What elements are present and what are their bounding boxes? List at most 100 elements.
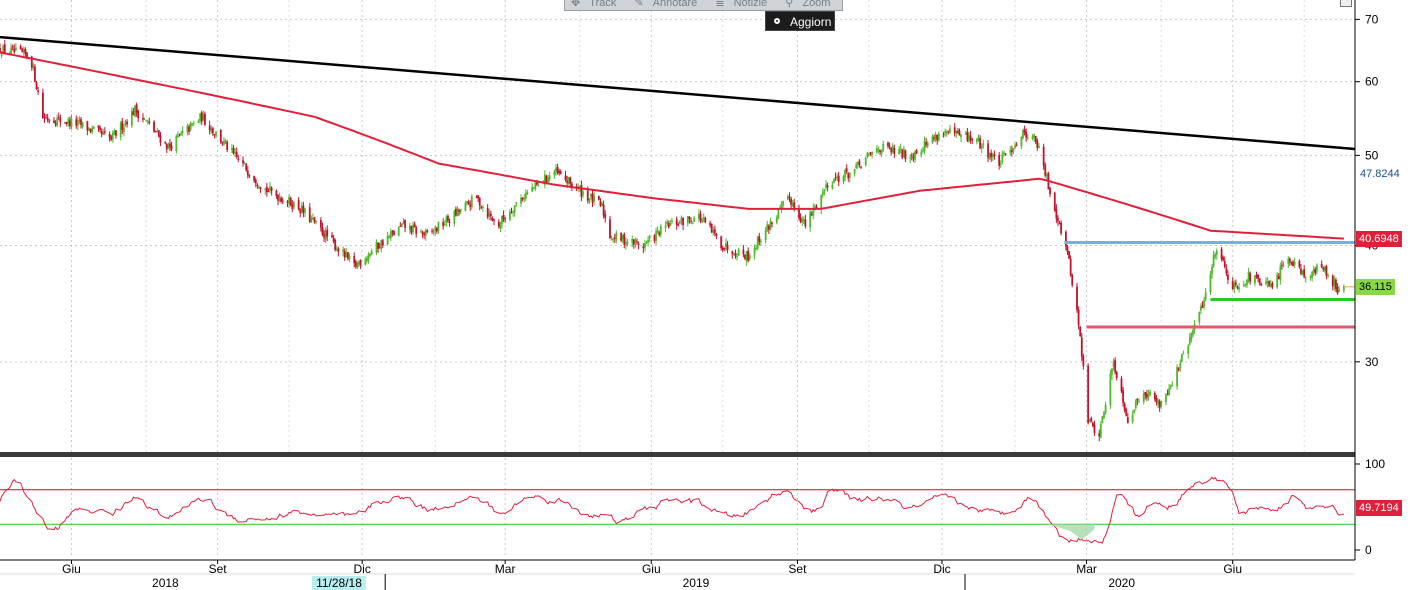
candle-body — [1091, 422, 1094, 426]
candle-body — [70, 118, 73, 128]
candle-body — [197, 121, 200, 123]
candle-body — [678, 221, 681, 224]
candle-body — [1023, 129, 1026, 133]
candle-body — [1204, 292, 1207, 300]
candle-body — [1109, 373, 1112, 406]
candle-body — [399, 226, 402, 228]
candle-body — [358, 261, 360, 265]
candle-body — [982, 143, 985, 146]
candle-body — [920, 151, 923, 155]
candle-body — [1004, 153, 1007, 155]
candle-body — [667, 223, 670, 228]
candle-body — [999, 163, 1002, 165]
update-button[interactable]: Aggiorn — [765, 11, 835, 31]
rsi-line[interactable] — [0, 476, 1345, 544]
candle-body — [115, 130, 117, 136]
candle-body — [799, 217, 802, 223]
candle-body — [1087, 365, 1090, 423]
candle-body — [713, 229, 716, 234]
candle-body — [923, 141, 926, 151]
candle-body — [1298, 261, 1301, 267]
candle-body — [11, 46, 14, 48]
candle-body — [966, 131, 969, 141]
candle-body — [931, 136, 934, 143]
collapse-icon[interactable] — [1340, 0, 1352, 7]
candle-body — [904, 150, 907, 160]
candle-body — [637, 244, 640, 246]
candle-body — [1064, 231, 1067, 247]
news-button[interactable]: ≣ Notizie — [715, 0, 768, 9]
price-panel[interactable] — [0, 35, 1356, 442]
candle-body — [213, 134, 216, 136]
candle-body — [599, 201, 602, 207]
track-button[interactable]: ✥ Track — [571, 0, 617, 9]
candle-body — [1169, 385, 1172, 388]
candle-body — [512, 211, 514, 213]
annotate-button[interactable]: ✎ Annotare — [634, 0, 698, 9]
candle-body — [520, 197, 522, 204]
candle-body — [1066, 246, 1069, 252]
x-tick-label: Giu — [1223, 562, 1242, 576]
candle-body — [402, 221, 405, 224]
candle-body — [875, 148, 878, 153]
candle-body — [208, 125, 211, 131]
candle-body — [620, 232, 623, 241]
candle-body — [393, 231, 395, 235]
candle-body — [1265, 281, 1267, 284]
candle-body — [389, 232, 392, 239]
rsi-y-tick-label: 0 — [1365, 543, 1372, 557]
candle-body — [65, 122, 68, 125]
candle-body — [1071, 274, 1074, 286]
candle-body — [655, 231, 657, 241]
candle-body — [1338, 290, 1341, 292]
candle-body — [246, 170, 249, 176]
candle-body — [30, 56, 33, 68]
candle-body — [46, 117, 49, 120]
candle-body — [987, 143, 989, 158]
candle-body — [558, 171, 561, 174]
candle-body — [1101, 416, 1104, 423]
last-price-tag: 36.115 — [1356, 278, 1395, 295]
candle-body — [381, 240, 384, 246]
candle-body — [1266, 280, 1269, 284]
panel-divider[interactable] — [0, 452, 1355, 457]
moving-average-line[interactable] — [0, 51, 1344, 240]
candle-body — [0, 54, 3, 56]
candle-body — [259, 187, 262, 189]
candle-body — [780, 203, 783, 209]
candle-body — [734, 253, 737, 256]
candle-body — [148, 121, 151, 123]
candle-body — [14, 47, 17, 51]
candle-body — [1042, 146, 1045, 166]
candle-body — [715, 233, 718, 236]
candle-body — [264, 188, 267, 191]
candle-body — [1231, 281, 1234, 290]
candle-body — [626, 242, 629, 244]
candle-body — [1153, 392, 1156, 400]
candle-body — [844, 170, 846, 178]
candle-body — [836, 177, 839, 179]
candle-body — [1271, 283, 1274, 288]
x-year-label: 2018 — [152, 576, 179, 590]
candle-body — [831, 184, 834, 189]
candle-body — [156, 130, 159, 133]
candle-body — [1187, 345, 1190, 354]
candle-body — [1223, 260, 1226, 267]
candle-body — [1165, 394, 1167, 403]
rsi-panel[interactable] — [0, 476, 1355, 544]
candle-body — [445, 216, 448, 223]
candle-body — [1022, 130, 1024, 139]
radio-icon — [774, 18, 780, 24]
candle-body — [41, 92, 44, 118]
trendline[interactable] — [0, 35, 1356, 151]
candle-body — [324, 230, 327, 240]
zoom-button[interactable]: ⚲ Zoom — [785, 0, 831, 9]
candle-body — [497, 221, 500, 227]
candle-body — [504, 218, 507, 220]
candle-body — [1166, 393, 1169, 395]
candle-body — [1269, 284, 1272, 287]
candle-body — [475, 196, 478, 198]
candle-body — [632, 239, 635, 245]
candle-body — [364, 259, 367, 265]
